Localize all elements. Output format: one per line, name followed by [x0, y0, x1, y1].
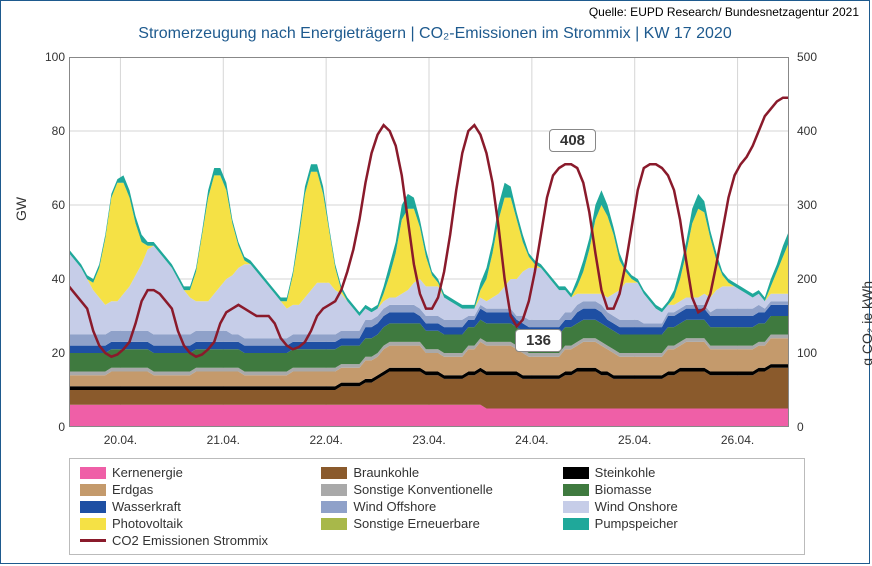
legend-item: Sonstige Konventionelle [321, 482, 552, 497]
legend-item: Wasserkraft [80, 499, 311, 514]
y-right-tick: 400 [797, 124, 827, 138]
y-right-label: g CO₂ je kWh [859, 281, 872, 366]
x-tick: 24.04. [515, 433, 548, 447]
callout: 408 [549, 129, 596, 152]
chart-frame: Quelle: EUPD Research/ Bundesnetzagentur… [0, 0, 870, 564]
y-right-tick: 300 [797, 198, 827, 212]
legend-item: Steinkohle [563, 465, 794, 480]
y-left-tick: 0 [41, 420, 65, 434]
legend: Kernenergie Braunkohle Steinkohle Erdgas Son… [69, 458, 805, 555]
legend-item: Sonstige Erneuerbare [321, 516, 552, 531]
x-tick: 21.04. [207, 433, 240, 447]
legend-item: CO2 Emissionen Strommix [80, 533, 311, 548]
x-tick: 22.04. [309, 433, 342, 447]
legend-item: Pumpspeicher [563, 516, 794, 531]
callout: 136 [515, 329, 562, 352]
y-left-tick: 20 [41, 346, 65, 360]
chart-title: Stromerzeugung nach Energieträgern | CO₂… [1, 25, 869, 43]
source-text: Quelle: EUPD Research/ Bundesnetzagentur… [589, 5, 859, 19]
legend-item: Braunkohle [321, 465, 552, 480]
chart-svg [69, 57, 789, 427]
legend-item: Wind Onshore [563, 499, 794, 514]
y-right-tick: 200 [797, 272, 827, 286]
legend-item: Kernenergie [80, 465, 311, 480]
x-tick: 25.04. [618, 433, 651, 447]
y-left-label: GW [13, 197, 29, 221]
plot-area: 408 136 [69, 57, 789, 427]
y-left-tick: 80 [41, 124, 65, 138]
x-tick: 26.04. [721, 433, 754, 447]
legend-item: Biomasse [563, 482, 794, 497]
y-right-tick: 100 [797, 346, 827, 360]
x-tick: 23.04. [412, 433, 445, 447]
y-left-tick: 100 [41, 50, 65, 64]
y-left-tick: 60 [41, 198, 65, 212]
y-left-tick: 40 [41, 272, 65, 286]
y-right-tick: 500 [797, 50, 827, 64]
legend-item: Wind Offshore [321, 499, 552, 514]
x-tick: 20.04. [104, 433, 137, 447]
legend-item: Photovoltaik [80, 516, 311, 531]
y-right-tick: 0 [797, 420, 827, 434]
legend-item: Erdgas [80, 482, 311, 497]
